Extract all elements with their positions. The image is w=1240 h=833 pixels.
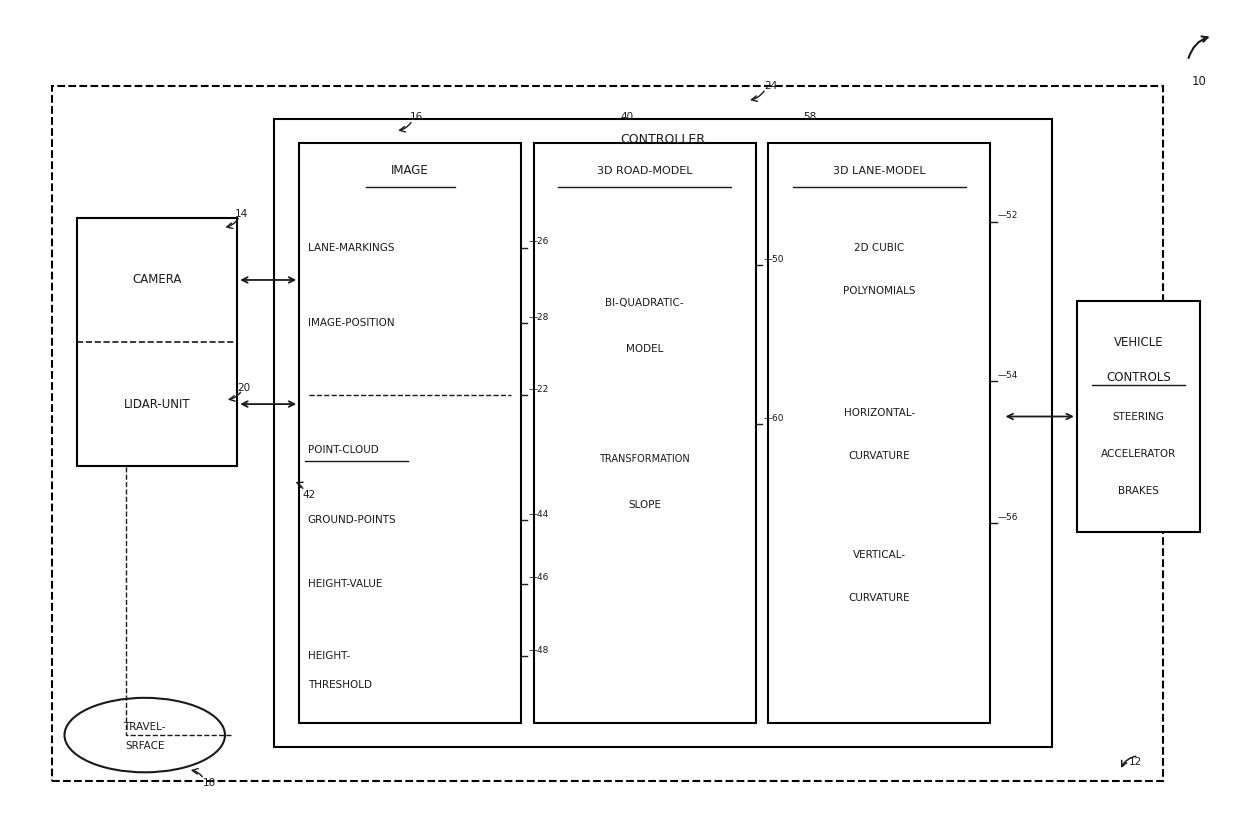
Text: —56: —56 — [998, 512, 1018, 521]
Text: —46: —46 — [528, 573, 549, 582]
Text: CONTROLS: CONTROLS — [1106, 371, 1171, 384]
Text: VERTICAL-: VERTICAL- — [853, 550, 905, 560]
Text: 12: 12 — [1128, 757, 1142, 767]
Text: —60: —60 — [763, 414, 784, 423]
Text: BRAKES: BRAKES — [1118, 486, 1159, 496]
Bar — [768, 143, 991, 723]
Text: TRANSFORMATION: TRANSFORMATION — [599, 454, 691, 464]
Bar — [299, 143, 521, 723]
Bar — [274, 118, 1052, 747]
Bar — [1076, 301, 1200, 532]
Text: TRAVEL-: TRAVEL- — [124, 721, 166, 732]
Text: 14: 14 — [234, 209, 248, 219]
Bar — [533, 143, 756, 723]
Text: POLYNOMIALS: POLYNOMIALS — [843, 287, 915, 297]
Text: —26: —26 — [528, 237, 549, 247]
Text: 18: 18 — [203, 778, 216, 788]
Text: BI-QUADRATIC-: BI-QUADRATIC- — [605, 297, 684, 307]
Text: ACCELERATOR: ACCELERATOR — [1101, 448, 1176, 459]
Text: STEERING: STEERING — [1112, 412, 1164, 421]
Text: —48: —48 — [528, 646, 549, 655]
Ellipse shape — [64, 698, 224, 772]
Bar — [52, 86, 1163, 781]
Text: —22: —22 — [528, 385, 549, 394]
Bar — [77, 218, 237, 466]
Text: MODEL: MODEL — [626, 344, 663, 354]
Text: —28: —28 — [528, 312, 549, 322]
Text: 16: 16 — [410, 112, 423, 122]
Text: 40: 40 — [620, 112, 634, 122]
Text: SLOPE: SLOPE — [629, 501, 661, 511]
Text: CAMERA: CAMERA — [133, 273, 182, 287]
Text: 2D CUBIC: 2D CUBIC — [854, 242, 904, 252]
Text: HORIZONTAL-: HORIZONTAL- — [843, 408, 915, 418]
Text: CONTROLLER: CONTROLLER — [621, 132, 706, 146]
Text: THRESHOLD: THRESHOLD — [308, 680, 372, 690]
Text: —52: —52 — [998, 212, 1018, 221]
Text: VEHICLE: VEHICLE — [1114, 336, 1163, 349]
Text: LANE-MARKINGS: LANE-MARKINGS — [308, 242, 394, 252]
Text: —44: —44 — [528, 510, 549, 519]
Text: HEIGHT-VALUE: HEIGHT-VALUE — [308, 579, 382, 589]
Text: 58: 58 — [802, 112, 816, 122]
Text: GROUND-POINTS: GROUND-POINTS — [308, 515, 397, 525]
Text: IMAGE-POSITION: IMAGE-POSITION — [308, 318, 394, 328]
Text: 24: 24 — [764, 81, 777, 91]
Text: CURVATURE: CURVATURE — [848, 451, 910, 461]
Text: IMAGE: IMAGE — [392, 164, 429, 177]
Text: CURVATURE: CURVATURE — [848, 593, 910, 603]
Text: 42: 42 — [303, 490, 316, 500]
Text: 10: 10 — [1192, 75, 1207, 88]
Text: 3D LANE-MODEL: 3D LANE-MODEL — [833, 166, 925, 176]
Text: —50: —50 — [763, 255, 784, 264]
Text: LIDAR-UNIT: LIDAR-UNIT — [124, 397, 191, 411]
Text: 3D ROAD-MODEL: 3D ROAD-MODEL — [596, 166, 692, 176]
Text: POINT-CLOUD: POINT-CLOUD — [308, 446, 378, 456]
Text: —54: —54 — [998, 371, 1018, 380]
Text: 20: 20 — [237, 382, 250, 392]
Text: HEIGHT-: HEIGHT- — [308, 651, 350, 661]
Text: SRFACE: SRFACE — [125, 741, 165, 751]
